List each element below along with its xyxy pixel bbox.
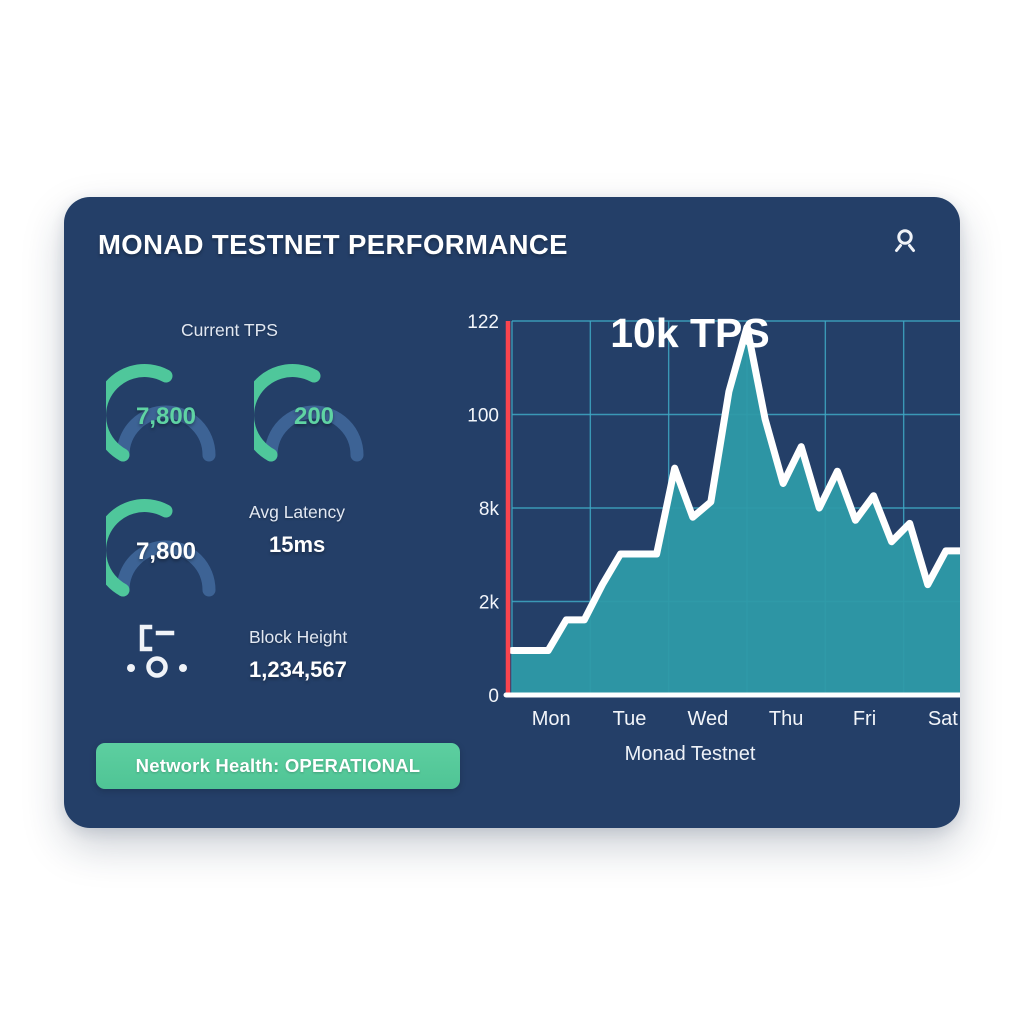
dashboard-card: MONAD TESTNET PERFORMANCE Current TPS 7,… <box>64 197 960 828</box>
chart-svg: 0 2k 8k 100 122 Mon Tue Wed Thu Fri Sat 10k TPS M… <box>467 310 960 765</box>
svg-text:Tue: Tue <box>613 708 647 730</box>
status-badge[interactable]: Network Health: OPERATIONAL <box>96 743 460 789</box>
svg-text:Thu: Thu <box>769 708 803 730</box>
block-height-value: 1,234,567 <box>249 657 347 682</box>
blocks-network-icon <box>114 619 204 686</box>
svg-text:Wed: Wed <box>687 708 728 730</box>
gauge-secondary[interactable]: 200 <box>241 359 374 469</box>
avg-latency-label: Avg Latency <box>249 502 345 522</box>
chart-area-fill <box>512 327 960 695</box>
chart-ytick-labels: 0 2k 8k 100 122 <box>467 312 499 707</box>
chart-line <box>508 323 960 655</box>
gauge-current-tps[interactable]: 7,800 <box>93 359 226 469</box>
page-title: MONAD TESTNET PERFORMANCE <box>98 229 568 260</box>
status-badge-label: Network Health: OPERATIONAL <box>135 755 421 776</box>
svg-text:2k: 2k <box>479 593 500 614</box>
block-height-label: Block Height <box>249 627 348 647</box>
gauge-third[interactable]: 7,800 <box>93 494 226 604</box>
current-tps-label: Current TPS <box>181 320 278 340</box>
svg-text:122: 122 <box>467 312 499 333</box>
gauge-secondary-value: 200 <box>293 403 335 430</box>
svg-text:Sat: Sat <box>928 708 958 730</box>
svg-text:Mon: Mon <box>532 708 571 730</box>
metrics-panel: Current TPS 7,800 200 7,800 <box>64 297 454 817</box>
avg-latency-value: 15ms <box>269 532 326 557</box>
svg-text:0: 0 <box>488 686 499 707</box>
chart-caption: Monad Testnet <box>625 743 756 765</box>
chart-xtick-labels: Mon Tue Wed Thu Fri Sat <box>532 708 959 730</box>
user-icon[interactable] <box>887 224 923 260</box>
card-header: MONAD TESTNET PERFORMANCE <box>64 197 960 289</box>
chart-axes <box>503 321 960 698</box>
svg-text:100: 100 <box>467 406 499 427</box>
gauge-third-value: 7,800 <box>135 538 197 565</box>
svg-text:8k: 8k <box>479 499 500 520</box>
gauge-current-tps-value: 7,800 <box>135 403 197 430</box>
chart-overlay-title: 10k TPS <box>610 310 770 356</box>
tps-area-chart[interactable]: 0 2k 8k 100 122 Mon Tue Wed Thu Fri Sat 10k TPS M… <box>390 297 960 827</box>
svg-text:Fri: Fri <box>853 708 876 730</box>
